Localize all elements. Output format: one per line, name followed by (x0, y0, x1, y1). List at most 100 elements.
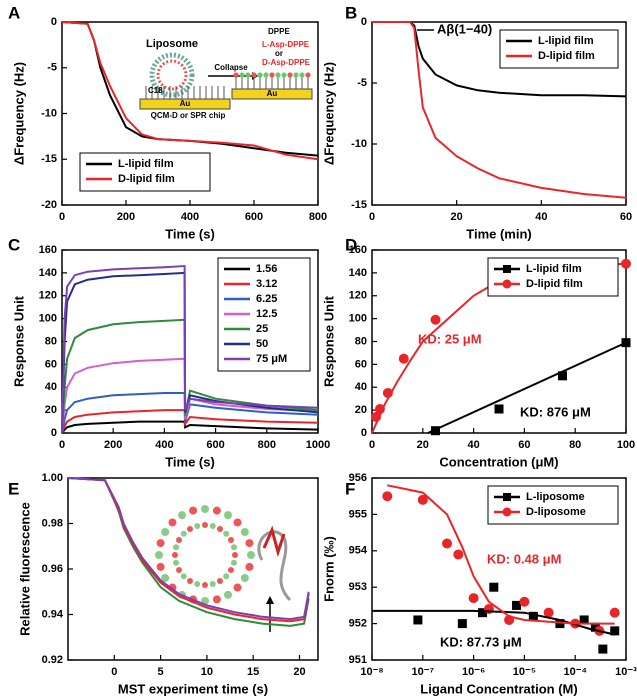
legend-label: 50 (256, 338, 268, 350)
series-line (61, 264, 319, 434)
x-tick-label: 60 (518, 439, 530, 451)
lipid-head (269, 72, 275, 78)
legend-label: L-liposome (526, 491, 585, 503)
lipid-head (178, 511, 186, 520)
lipid-head (180, 530, 187, 537)
x-axis-label: Time (s) (165, 226, 215, 241)
x-tick-label: 80 (569, 439, 581, 451)
legend-label: 75 μM (256, 353, 287, 365)
data-point (417, 494, 428, 505)
series-line (61, 271, 319, 434)
x-tick-label: 10⁻³ (615, 666, 637, 678)
y-tick-label: 0 (361, 16, 367, 28)
y-tick-label: 956 (349, 472, 367, 484)
annotation: D-Asp-DPPE (262, 58, 311, 67)
annotation: Collapse (214, 63, 248, 72)
panel-label: F (345, 479, 355, 498)
annotation: L-Asp-DPPE (262, 40, 310, 49)
lipid-head (168, 518, 177, 527)
y-tick-label: 954 (349, 545, 368, 557)
x-tick-label: 600 (245, 211, 263, 223)
data-point (430, 314, 441, 325)
lipid-head (247, 551, 255, 559)
lipid-head (176, 567, 183, 573)
data-point (590, 622, 600, 632)
x-tick-label: 0 (59, 439, 65, 451)
data-point (558, 371, 567, 381)
x-tick-label: 800 (309, 211, 327, 223)
x-tick-label: 60 (620, 211, 632, 223)
lipid-head (281, 72, 287, 78)
lipid-head (217, 526, 223, 533)
data-point (494, 404, 504, 414)
y-tick-label: 0 (361, 427, 367, 439)
y-axis-label: Relative fluorescence (17, 502, 32, 636)
y-tick-label: 80 (45, 335, 57, 347)
data-point (598, 644, 608, 654)
lipid-head (209, 580, 216, 587)
lipid-head (217, 577, 223, 584)
series-line (61, 318, 319, 434)
x-tick-label: 1000 (306, 439, 330, 451)
y-axis-label: Response Unit (11, 295, 26, 387)
data-point (579, 615, 589, 625)
annotation: KD: 87.73 μM (440, 634, 522, 649)
plot-frame (371, 477, 627, 661)
arrow-head (266, 596, 274, 604)
y-tick-label: -15 (41, 153, 57, 165)
data-point (413, 615, 423, 625)
lipid-head (212, 595, 221, 604)
lipid-head (223, 573, 230, 580)
x-tick-label: 20 (451, 211, 463, 223)
annotation: or (275, 49, 283, 58)
legend-label: 25 (256, 323, 268, 335)
lipid-head (173, 544, 180, 551)
lipid-head (227, 567, 234, 573)
data-point (478, 608, 488, 618)
data-point (398, 353, 409, 364)
lipid-head (161, 574, 170, 582)
x-tick-label: 0 (59, 211, 65, 223)
annotation: Au (180, 99, 191, 108)
data-point (610, 626, 620, 636)
lipid-head (202, 582, 208, 588)
x-tick-label: 20 (417, 439, 429, 451)
data-point (489, 582, 499, 592)
data-point (442, 538, 453, 549)
data-point (555, 619, 565, 629)
x-tick-label: 10⁻⁶ (462, 666, 485, 678)
lipid-head (187, 577, 193, 584)
y-tick-label: 0.98 (42, 517, 63, 529)
x-tick-label: 0 (369, 211, 375, 223)
x-tick-label: 600 (206, 439, 224, 451)
lipid-head (156, 539, 165, 548)
peptide (257, 530, 292, 602)
panel-label: D (345, 235, 357, 254)
annotation: Liposome (146, 38, 198, 50)
data-point (512, 600, 522, 610)
annotation: Aβ(1−40) (437, 21, 492, 36)
y-tick-label: 20 (45, 404, 57, 416)
legend-label: L-lipid film (538, 35, 594, 47)
annotation: KD: 876 μM (520, 404, 591, 419)
data-point (453, 549, 464, 560)
lipid-head (233, 518, 242, 527)
y-tick-label: -10 (41, 107, 57, 119)
x-tick-label: 40 (535, 211, 547, 223)
lipid-head (202, 522, 208, 528)
lipid-head (293, 72, 299, 78)
y-tick-label: -5 (47, 62, 57, 74)
y-tick-label: 40 (45, 381, 57, 393)
data-point (519, 596, 530, 607)
lipid-head (227, 537, 234, 543)
lipid-head (189, 506, 198, 515)
x-axis-label: MST experiment time (s) (118, 681, 268, 696)
x-tick-label: 40 (467, 439, 479, 451)
legend-label: 3.12 (256, 278, 277, 290)
peptide-helix (262, 525, 286, 558)
y-tick-label: 160 (349, 244, 367, 256)
lipid-head (230, 559, 237, 566)
legend-label: L-lipid film (526, 263, 582, 275)
x-tick-label: 800 (258, 439, 276, 451)
legend-box (487, 257, 619, 297)
